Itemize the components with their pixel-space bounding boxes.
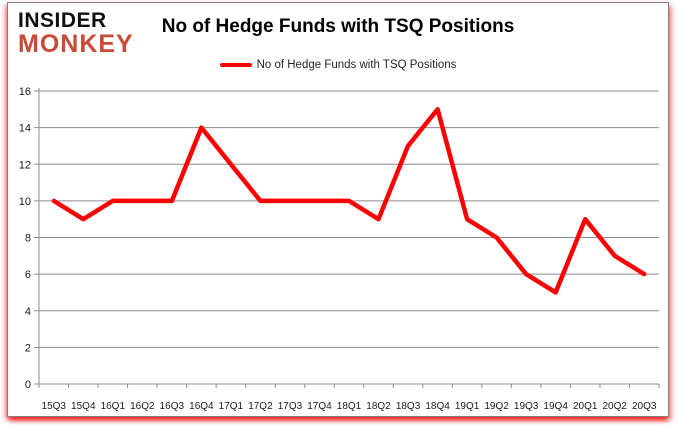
logo-line-insider: INSIDER: [18, 9, 107, 32]
y-tick-label: 14: [19, 123, 31, 135]
x-tick-label: 18Q4: [425, 401, 450, 412]
legend-label: No of Hedge Funds with TSQ Positions: [256, 59, 457, 71]
legend-line-swatch: [219, 63, 252, 67]
x-tick-label: 19Q1: [455, 401, 480, 412]
x-tick-label: 16Q3: [160, 401, 185, 412]
y-tick-label: 6: [25, 269, 31, 281]
x-tick-label: 16Q1: [101, 401, 126, 412]
x-tick-label: 19Q4: [543, 401, 568, 412]
chart-title: No of Hedge Funds with TSQ Positions: [161, 16, 515, 37]
x-tick-label: 17Q3: [278, 401, 303, 412]
chart-card: INSIDER MONKEY No of Hedge Funds with TS…: [7, 2, 669, 417]
x-tick-label: 17Q2: [248, 401, 273, 412]
x-tick-label: 15Q3: [42, 401, 67, 412]
y-tick-label: 4: [25, 306, 31, 318]
x-tick-label: 16Q4: [189, 401, 214, 412]
x-tick-label: 18Q2: [366, 401, 391, 412]
y-tick-label: 0: [25, 379, 31, 391]
logo-line-monkey: MONKEY: [18, 30, 134, 59]
x-tick-label: 20Q2: [602, 401, 627, 412]
x-tick-label: 16Q2: [130, 401, 155, 412]
x-tick-label: 20Q3: [632, 401, 657, 412]
x-tick-label: 18Q1: [337, 401, 362, 412]
x-tick-label: 17Q4: [307, 401, 332, 412]
x-tick-label: 17Q1: [219, 401, 244, 412]
y-tick-label: 8: [25, 233, 31, 245]
data-line: [51, 107, 647, 295]
y-tick-label: 10: [19, 196, 31, 208]
x-tick-label: 20Q1: [573, 401, 598, 412]
x-tick-label: 15Q4: [71, 401, 96, 412]
y-tick-label: 16: [19, 86, 31, 98]
insider-monkey-logo: INSIDER MONKEY: [18, 10, 134, 58]
x-tick-label: 19Q3: [514, 401, 539, 412]
x-tick-label: 18Q3: [396, 401, 421, 412]
legend: No of Hedge Funds with TSQ Positions: [8, 59, 668, 71]
y-tick-label: 2: [25, 342, 31, 354]
x-tick-label: 19Q2: [484, 401, 509, 412]
line-chart: 0 2 4 6 8 10 12 14 16 15Q3 15Q4 16Q1 16Q2 16Q3 16Q4 17Q…: [19, 86, 660, 412]
y-tick-label: 12: [19, 159, 31, 171]
